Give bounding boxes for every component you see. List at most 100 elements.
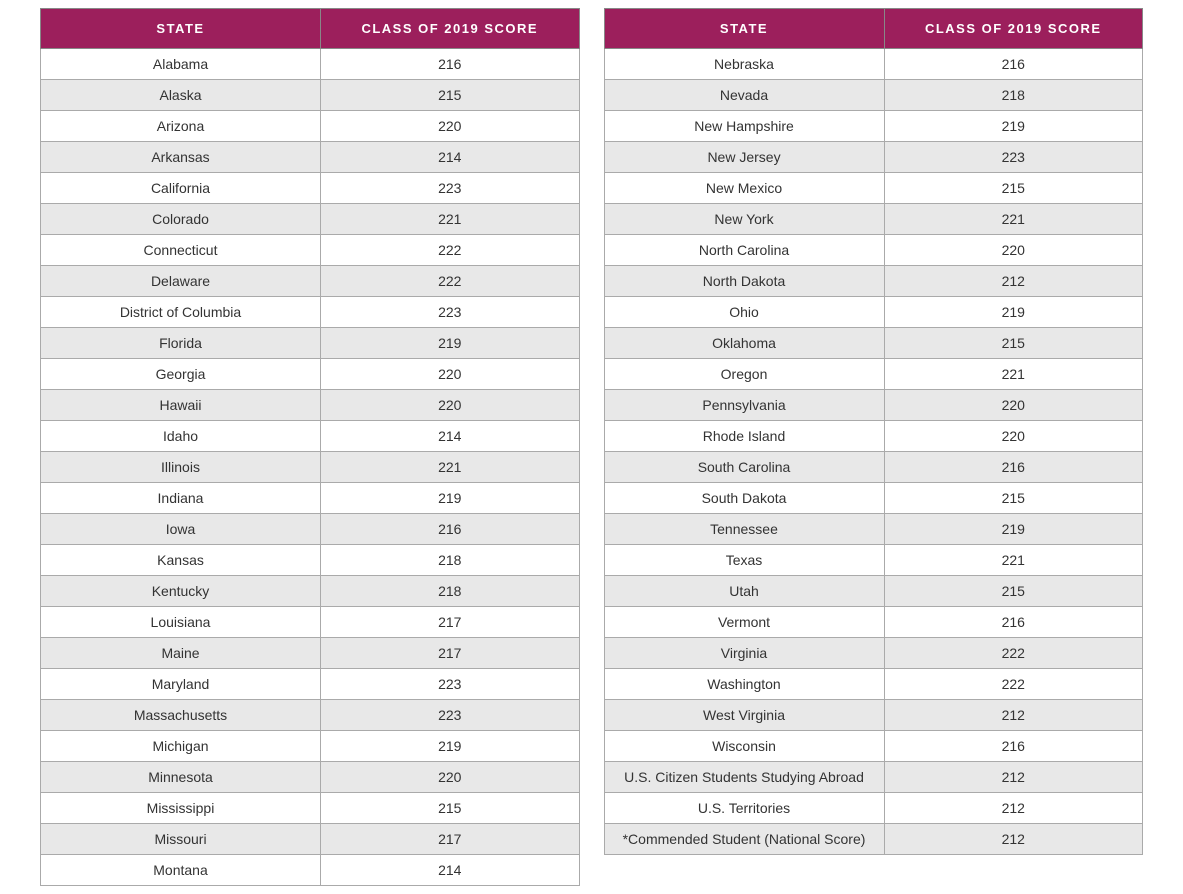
cell-state: Connecticut	[41, 235, 321, 266]
cell-score: 219	[321, 328, 579, 359]
table-row: New Mexico215	[604, 173, 1143, 204]
cell-score: 219	[884, 514, 1142, 545]
cell-state: Alabama	[41, 49, 321, 80]
cell-state: Montana	[41, 855, 321, 886]
cell-state: Minnesota	[41, 762, 321, 793]
table-row: North Dakota212	[604, 266, 1143, 297]
cell-state: North Dakota	[604, 266, 884, 297]
cell-score: 220	[321, 762, 579, 793]
table-row: Utah215	[604, 576, 1143, 607]
right-table-wrapper: STATE CLASS OF 2019 SCORE Nebraska216Nev…	[604, 8, 1144, 855]
table-row: North Carolina220	[604, 235, 1143, 266]
table-row: Florida219	[41, 328, 580, 359]
cell-score: 220	[884, 390, 1142, 421]
cell-state: Nebraska	[604, 49, 884, 80]
table-row: Oregon221	[604, 359, 1143, 390]
cell-score: 219	[884, 297, 1142, 328]
table-row: Maine217	[41, 638, 580, 669]
cell-score: 216	[321, 49, 579, 80]
cell-score: 221	[884, 204, 1142, 235]
table-row: Michigan219	[41, 731, 580, 762]
cell-state: U.S. Territories	[604, 793, 884, 824]
table-row: Arizona220	[41, 111, 580, 142]
table-row: South Carolina216	[604, 452, 1143, 483]
cell-state: Hawaii	[41, 390, 321, 421]
cell-state: Kansas	[41, 545, 321, 576]
cell-score: 215	[884, 328, 1142, 359]
cell-state: Tennessee	[604, 514, 884, 545]
cell-state: Wisconsin	[604, 731, 884, 762]
cell-score: 214	[321, 855, 579, 886]
table-row: District of Columbia223	[41, 297, 580, 328]
table-row: Louisiana217	[41, 607, 580, 638]
table-row: Vermont216	[604, 607, 1143, 638]
cell-score: 212	[884, 266, 1142, 297]
table-row: Pennsylvania220	[604, 390, 1143, 421]
table-row: New Jersey223	[604, 142, 1143, 173]
table-row: Tennessee219	[604, 514, 1143, 545]
table-row: Kansas218	[41, 545, 580, 576]
cell-state: Maryland	[41, 669, 321, 700]
cell-score: 216	[884, 731, 1142, 762]
cell-score: 215	[321, 80, 579, 111]
table-row: Washington222	[604, 669, 1143, 700]
table-row: Hawaii220	[41, 390, 580, 421]
cell-score: 222	[884, 638, 1142, 669]
cell-score: 218	[884, 80, 1142, 111]
table-row: U.S. Territories212	[604, 793, 1143, 824]
cell-score: 222	[884, 669, 1142, 700]
right-table-body: Nebraska216Nevada218New Hampshire219New …	[604, 49, 1143, 855]
cell-state: Pennsylvania	[604, 390, 884, 421]
cell-score: 217	[321, 824, 579, 855]
cell-score: 223	[321, 700, 579, 731]
table-row: Ohio219	[604, 297, 1143, 328]
left-table-wrapper: STATE CLASS OF 2019 SCORE Alabama216Alas…	[40, 8, 580, 886]
cell-score: 223	[321, 669, 579, 700]
header-state: STATE	[604, 9, 884, 49]
cell-score: 217	[321, 638, 579, 669]
table-row: Maryland223	[41, 669, 580, 700]
cell-score: 214	[321, 142, 579, 173]
table-row: Montana214	[41, 855, 580, 886]
cell-state: South Dakota	[604, 483, 884, 514]
scores-table-right: STATE CLASS OF 2019 SCORE Nebraska216Nev…	[604, 8, 1144, 855]
table-header-row: STATE CLASS OF 2019 SCORE	[604, 9, 1143, 49]
cell-score: 217	[321, 607, 579, 638]
cell-score: 222	[321, 266, 579, 297]
cell-score: 219	[321, 483, 579, 514]
cell-score: 216	[884, 49, 1142, 80]
cell-score: 215	[884, 173, 1142, 204]
table-row: Nebraska216	[604, 49, 1143, 80]
cell-state: Maine	[41, 638, 321, 669]
cell-score: 223	[321, 297, 579, 328]
cell-score: 218	[321, 545, 579, 576]
table-header-row: STATE CLASS OF 2019 SCORE	[41, 9, 580, 49]
table-row: Alaska215	[41, 80, 580, 111]
table-row: Wisconsin216	[604, 731, 1143, 762]
cell-state: Illinois	[41, 452, 321, 483]
cell-state: Florida	[41, 328, 321, 359]
cell-state: Washington	[604, 669, 884, 700]
cell-state: Texas	[604, 545, 884, 576]
scores-table-left: STATE CLASS OF 2019 SCORE Alabama216Alas…	[40, 8, 580, 886]
cell-state: West Virginia	[604, 700, 884, 731]
cell-state: Oregon	[604, 359, 884, 390]
cell-score: 221	[321, 452, 579, 483]
cell-state: Virginia	[604, 638, 884, 669]
cell-state: Alaska	[41, 80, 321, 111]
cell-state: District of Columbia	[41, 297, 321, 328]
cell-state: Ohio	[604, 297, 884, 328]
cell-score: 212	[884, 762, 1142, 793]
cell-state: Kentucky	[41, 576, 321, 607]
cell-state: Vermont	[604, 607, 884, 638]
table-row: Minnesota220	[41, 762, 580, 793]
cell-score: 218	[321, 576, 579, 607]
cell-state: Oklahoma	[604, 328, 884, 359]
cell-score: 214	[321, 421, 579, 452]
table-row: Rhode Island220	[604, 421, 1143, 452]
cell-state: South Carolina	[604, 452, 884, 483]
table-row: Illinois221	[41, 452, 580, 483]
cell-state: Massachusetts	[41, 700, 321, 731]
cell-score: 220	[321, 390, 579, 421]
cell-state: Colorado	[41, 204, 321, 235]
